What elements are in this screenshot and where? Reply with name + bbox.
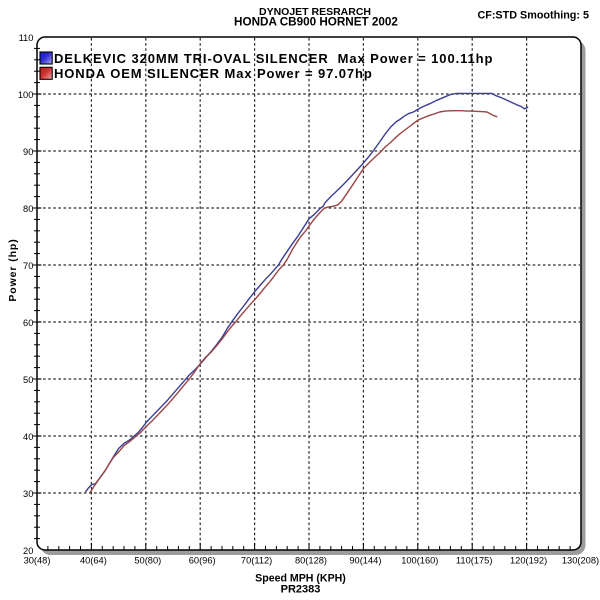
svg-text:70: 70 bbox=[23, 261, 33, 271]
svg-text:70(112): 70(112) bbox=[241, 555, 272, 565]
svg-text:DELKEVIC 320MM TRI-OVAL SILENC: DELKEVIC 320MM TRI-OVAL SILENCER Max Pow… bbox=[54, 51, 493, 66]
svg-text:PR2383: PR2383 bbox=[281, 584, 321, 596]
svg-text:80: 80 bbox=[23, 204, 33, 214]
svg-text:90(144): 90(144) bbox=[349, 555, 381, 565]
svg-text:Power (hp): Power (hp) bbox=[7, 238, 19, 301]
svg-text:100: 100 bbox=[18, 90, 34, 100]
svg-text:50: 50 bbox=[23, 375, 33, 385]
svg-text:DYNOJET RESRARCH: DYNOJET RESRARCH bbox=[259, 6, 371, 18]
svg-text:110(175): 110(175) bbox=[456, 555, 493, 565]
svg-text:CF:STD Smoothing: 5: CF:STD Smoothing: 5 bbox=[477, 10, 589, 22]
svg-text:60(96): 60(96) bbox=[189, 555, 216, 565]
svg-text:50(80): 50(80) bbox=[134, 555, 161, 565]
svg-text:130(208): 130(208) bbox=[562, 555, 599, 565]
svg-text:110: 110 bbox=[19, 33, 34, 43]
svg-text:HONDA CB900 HORNET 2002: HONDA CB900 HORNET 2002 bbox=[234, 16, 398, 29]
svg-text:30: 30 bbox=[23, 489, 33, 499]
svg-text:40: 40 bbox=[23, 432, 33, 442]
svg-text:60: 60 bbox=[23, 318, 33, 328]
svg-text:30(48): 30(48) bbox=[24, 555, 51, 565]
svg-text:120(192): 120(192) bbox=[510, 555, 547, 565]
svg-text:90: 90 bbox=[23, 147, 33, 157]
svg-text:40(64): 40(64) bbox=[80, 555, 107, 565]
svg-text:100(160): 100(160) bbox=[401, 555, 438, 565]
svg-text:HONDA OEM SILENCER Max Power =: HONDA OEM SILENCER Max Power = 97.07hp bbox=[54, 66, 373, 81]
svg-text:20: 20 bbox=[23, 546, 33, 556]
svg-text:Speed MPH (KPH): Speed MPH (KPH) bbox=[255, 573, 346, 585]
svg-text:80(128): 80(128) bbox=[295, 555, 327, 565]
